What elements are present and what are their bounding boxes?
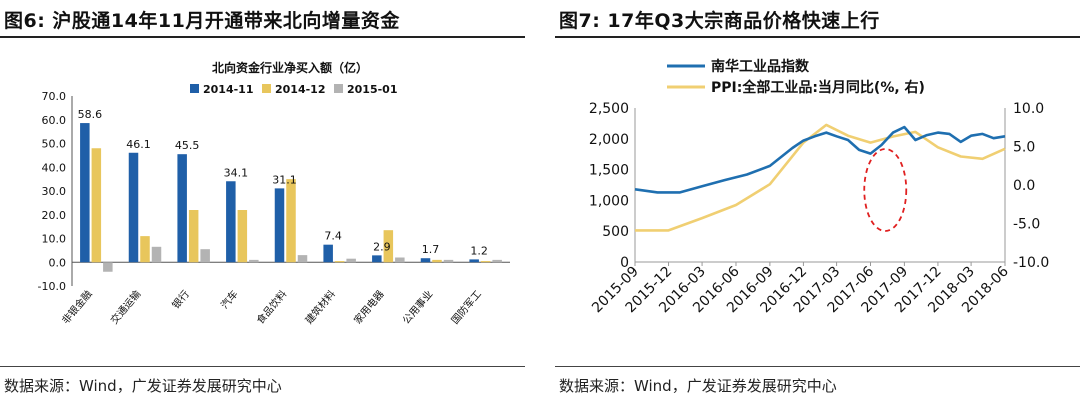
- data-label-食品饮料: 31.1: [272, 173, 297, 186]
- x-tick-label-汽车: 汽车: [218, 288, 241, 312]
- data-label-银行: 45.5: [175, 139, 200, 152]
- bar-2015-01-汽车: [249, 259, 259, 263]
- bar-2015-01-公用事业: [443, 259, 454, 263]
- left-y-tick-label: 1,500: [589, 163, 629, 179]
- right-y-tick-label: 5.0: [1013, 140, 1035, 156]
- bar-2015-01-非银金融: [103, 262, 113, 272]
- bar-2014-11-公用事业: [420, 258, 431, 263]
- legend-label-2014-12: 2014-12: [275, 83, 326, 96]
- bar-2015-01-建筑材料: [346, 258, 356, 263]
- data-label-交通运输: 46.1: [126, 138, 151, 151]
- legend-label-2015-01: 2015-01: [347, 83, 398, 96]
- x-tick-label-非银金融: 非银金融: [59, 288, 95, 327]
- left-figure-panel: 图6: 沪股通14年11月开通带来北向增量资金 北向资金行业净买入额（亿） 201…: [0, 0, 525, 406]
- right-y-tick-label: -10.0: [1013, 255, 1049, 271]
- x-tick-label-国防军工: 国防军工: [448, 288, 484, 327]
- chart-title: 北向资金行业净买入额（亿）: [212, 60, 368, 75]
- right-source-rule: [555, 366, 1080, 367]
- bar-2014-12-非银金融: [91, 148, 102, 263]
- legend-swatch-2014-12: [262, 84, 271, 93]
- legend-label-2014-11: 2014-11: [203, 83, 254, 96]
- left-y-tick-label: 0: [620, 255, 629, 271]
- bar-2014-11-银行: [177, 154, 187, 263]
- bar-2014-12-公用事业: [432, 259, 442, 263]
- series-line-ppi: [635, 123, 1006, 232]
- y-tick-label: 60.0: [42, 114, 67, 127]
- legend-swatch-2015-01: [334, 84, 343, 93]
- bar-2014-11-建筑材料: [323, 244, 333, 263]
- y-tick-label: 20.0: [42, 209, 67, 222]
- left-title-rule: [0, 36, 525, 38]
- x-tick-label-食品饮料: 食品饮料: [254, 288, 290, 327]
- bar-2015-01-银行: [200, 249, 210, 263]
- bar-2015-01-国防军工: [492, 259, 502, 263]
- bar-2015-01-食品饮料: [297, 255, 308, 263]
- y-tick-label: 0.0: [49, 256, 67, 269]
- bar-2014-11-交通运输: [128, 152, 139, 263]
- bar-2014-12-银行: [188, 210, 199, 263]
- right-y-tick-label: 0.0: [1013, 178, 1035, 194]
- left-y-tick-label: 2,500: [589, 101, 629, 117]
- left-y-tick-label: 1,000: [589, 193, 629, 209]
- x-tick-label-银行: 银行: [169, 288, 192, 312]
- right-source-note: 数据来源：Wind，广发证券发展研究中心: [559, 377, 837, 395]
- bar-2014-12-建筑材料: [334, 261, 345, 263]
- legend-swatch-2014-11: [190, 84, 199, 93]
- x-tick-label-建筑材料: 建筑材料: [302, 288, 338, 327]
- y-tick-label: 30.0: [42, 185, 67, 198]
- left-source-note: 数据来源：Wind，广发证券发展研究中心: [4, 377, 282, 395]
- bar-2014-11-食品饮料: [274, 188, 285, 263]
- bar-2014-12-交通运输: [140, 236, 150, 263]
- bar-2014-12-汽车: [237, 210, 248, 263]
- x-tick-label-公用事业: 公用事业: [400, 288, 436, 327]
- left-source-rule: [0, 366, 525, 367]
- bar-chart: 北向资金行业净买入额（亿） 2014-11 2014-12 2015-01 70.0 60…: [38, 60, 510, 327]
- data-label-汽车: 34.1: [224, 166, 249, 179]
- data-label-非银金融: 58.6: [78, 108, 103, 121]
- right-y-tick-label: -5.0: [1013, 217, 1040, 233]
- bar-2014-11-国防军工: [469, 259, 479, 263]
- left-y-tick-label: 2,000: [589, 132, 629, 148]
- bar-2014-12-国防军工: [480, 261, 491, 263]
- left-y-tick-label: 500: [602, 224, 629, 240]
- bar-2015-01-交通运输: [151, 246, 162, 263]
- y-tick-label: 50.0: [42, 138, 67, 151]
- data-label-家用电器: 2.9: [373, 240, 391, 253]
- bar-2015-01-家用电器: [395, 257, 405, 263]
- right-figure-panel: 图7: 17年Q3大宗商品价格快速上行 南华工业品指数 PPI:全部工业品:当月同…: [555, 0, 1080, 406]
- y-tick-label: 40.0: [42, 161, 67, 174]
- right-figure-title: 图7: 17年Q3大宗商品价格快速上行: [559, 10, 880, 32]
- legend-label-nanhua: 南华工业品指数: [711, 58, 810, 75]
- y-tick-label: -10.0: [38, 280, 66, 293]
- bar-2014-12-家用电器: [383, 230, 394, 263]
- right-y-tick-label: 10.0: [1013, 101, 1044, 117]
- x-tick-label-交通运输: 交通运输: [108, 288, 144, 327]
- data-label-国防军工: 1.2: [470, 244, 488, 257]
- y-tick-label: 70.0: [42, 90, 67, 103]
- data-label-公用事业: 1.7: [422, 243, 440, 256]
- left-figure-title: 图6: 沪股通14年11月开通带来北向增量资金: [4, 10, 400, 32]
- y-tick-label: 10.0: [42, 233, 67, 246]
- x-tick-label-家用电器: 家用电器: [351, 288, 387, 327]
- legend-label-ppi: PPI:全部工业品:当月同比(%, 右): [711, 79, 925, 96]
- data-label-建筑材料: 7.4: [324, 230, 342, 243]
- highlight-ellipse: [863, 148, 908, 232]
- bar-2014-11-非银金融: [80, 123, 90, 263]
- bar-2014-12-食品饮料: [286, 179, 296, 263]
- right-title-rule: [555, 36, 1080, 38]
- bar-2014-11-家用电器: [372, 255, 382, 263]
- series-line-nanhua: [634, 125, 1006, 194]
- line-chart: 南华工业品指数 PPI:全部工业品:当月同比(%, 右) 0 500 1,000 1,50…: [589, 58, 1049, 316]
- bar-2014-11-汽车: [226, 181, 236, 263]
